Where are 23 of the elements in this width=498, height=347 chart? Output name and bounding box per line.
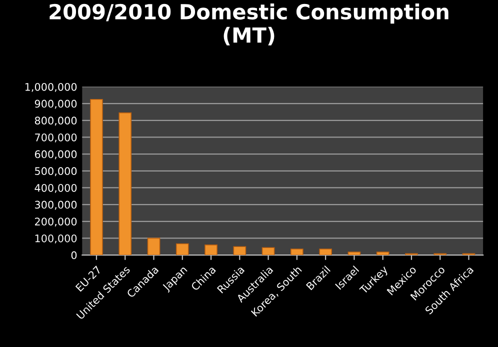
y-tick-label: 0 (71, 251, 77, 260)
bar (290, 248, 304, 256)
y-tick-label: 600,000 (34, 150, 77, 160)
bar (376, 252, 390, 256)
bar (90, 98, 103, 256)
bar (262, 247, 275, 256)
bar (176, 243, 189, 256)
y-tick-label: 900,000 (34, 100, 77, 109)
y-tick-label: 100,000 (35, 234, 77, 244)
chart-title: 2009/2010 Domestic Consumption (MT) (50, 3, 448, 46)
bar (118, 112, 132, 256)
y-tick-label: 300,000 (35, 200, 77, 210)
bar (348, 252, 361, 256)
y-tick-label: 700,000 (35, 133, 77, 142)
y-tick-label: 400,000 (34, 184, 77, 193)
y-tick-label: 500,000 (35, 167, 77, 176)
bar (204, 244, 218, 256)
bar (319, 248, 332, 256)
y-tick-label: 200,000 (34, 218, 77, 227)
bar (233, 246, 246, 256)
y-tick-label: 1,000,000 (25, 82, 77, 92)
y-tick-label: 800,000 (34, 116, 77, 126)
bar (147, 238, 160, 256)
